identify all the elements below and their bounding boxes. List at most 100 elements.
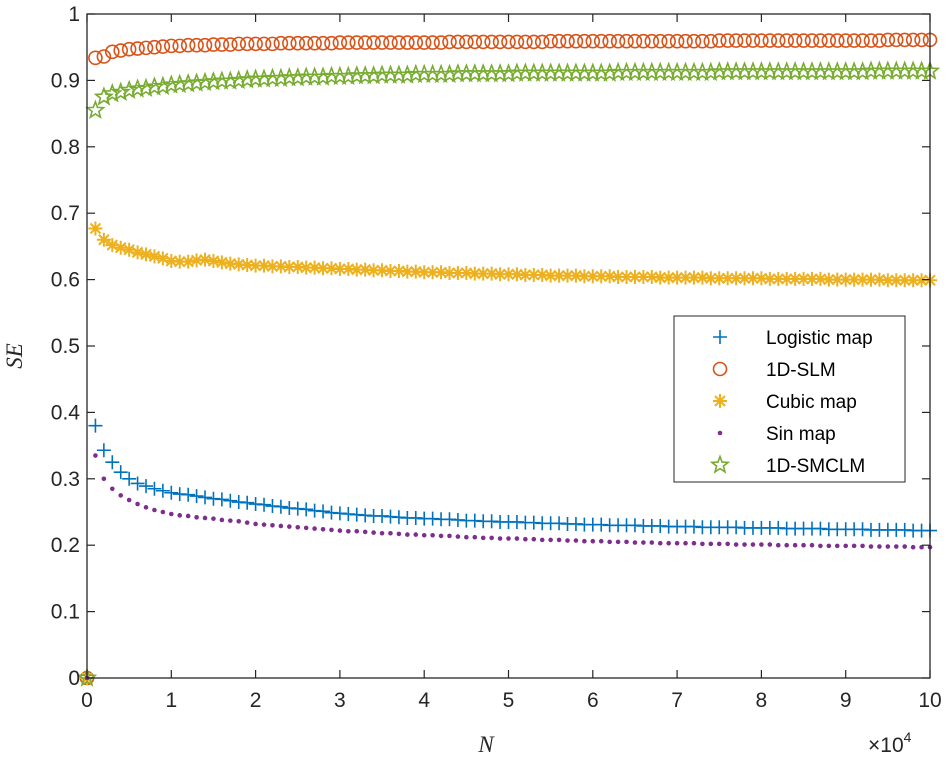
data-point xyxy=(417,265,432,280)
data-point xyxy=(139,247,154,262)
data-point xyxy=(110,81,131,102)
data-point xyxy=(273,499,288,514)
data-point xyxy=(181,487,196,502)
data-point xyxy=(910,544,916,550)
data-point xyxy=(400,35,415,50)
data-point xyxy=(143,505,149,510)
data-point xyxy=(459,34,474,50)
data-point xyxy=(813,33,828,48)
data-point xyxy=(860,543,865,549)
data-point xyxy=(425,265,440,280)
data-point xyxy=(130,245,145,260)
data-point xyxy=(122,242,137,257)
data-point xyxy=(88,418,103,433)
data-point xyxy=(214,492,229,507)
data-point xyxy=(585,33,601,49)
data-point xyxy=(214,255,229,270)
data-point xyxy=(273,35,289,51)
data-point xyxy=(265,259,280,274)
data-point xyxy=(177,513,183,518)
data-point xyxy=(379,530,385,536)
data-point xyxy=(189,37,204,53)
data-point xyxy=(164,485,179,500)
data-point xyxy=(501,267,516,282)
data-point xyxy=(577,269,592,284)
data-point xyxy=(416,35,432,50)
y-axis-label: SE xyxy=(2,343,27,369)
data-point xyxy=(397,64,418,84)
data-point xyxy=(447,533,452,539)
data-point xyxy=(712,271,727,286)
data-point xyxy=(523,536,528,542)
legend: Logistic map 1D-SLM Cubic map Sin map 1D-SMC… xyxy=(673,315,906,483)
legend-item: 1D-SMCLM xyxy=(709,454,865,477)
data-point xyxy=(809,542,815,548)
data-point xyxy=(405,532,410,537)
data-point xyxy=(396,531,402,537)
data-point xyxy=(762,271,777,286)
data-point xyxy=(88,221,103,236)
data-point xyxy=(838,33,854,48)
data-point xyxy=(96,49,112,64)
data-point xyxy=(649,540,655,545)
data-point xyxy=(518,34,533,50)
legend-item: Cubic map xyxy=(713,392,857,413)
data-point xyxy=(434,265,449,280)
data-point xyxy=(754,271,769,286)
data-point xyxy=(728,33,744,48)
data-point xyxy=(206,37,221,52)
data-point xyxy=(905,32,921,48)
data-point xyxy=(231,36,247,52)
data-point xyxy=(391,263,406,278)
data-point xyxy=(257,258,272,273)
legend-box xyxy=(673,315,906,483)
data-point xyxy=(312,66,334,86)
data-point xyxy=(299,260,314,275)
data-point xyxy=(526,267,541,282)
legend-label: Sin map xyxy=(766,424,836,445)
data-point xyxy=(695,33,710,49)
data-point xyxy=(113,465,128,480)
data-point xyxy=(821,272,836,287)
data-point xyxy=(307,260,322,275)
data-point xyxy=(641,540,646,545)
data-point xyxy=(509,34,525,50)
data-point xyxy=(745,33,761,48)
data-point xyxy=(135,501,140,507)
data-point xyxy=(119,79,140,100)
data-point xyxy=(506,536,511,541)
legend-label: 1D-SLM xyxy=(766,360,836,381)
data-point xyxy=(484,266,499,281)
data-point xyxy=(661,33,676,49)
data-point xyxy=(725,541,730,547)
data-point xyxy=(703,33,719,49)
data-point xyxy=(497,536,503,541)
x-tick-label: 3 xyxy=(334,689,346,712)
data-point xyxy=(257,497,272,512)
data-point xyxy=(796,271,811,286)
data-point xyxy=(278,523,284,529)
data-point xyxy=(118,493,124,498)
data-point xyxy=(644,269,659,284)
data-point xyxy=(627,33,643,49)
data-point xyxy=(464,534,469,540)
x-tick-label: 4 xyxy=(418,689,430,712)
data-point xyxy=(282,259,297,274)
data-point xyxy=(598,538,604,544)
data-point xyxy=(282,35,297,51)
data-point xyxy=(169,73,190,94)
data-point xyxy=(818,543,823,549)
data-point xyxy=(391,35,407,50)
data-point xyxy=(400,264,415,279)
data-point xyxy=(770,33,786,48)
data-point xyxy=(906,273,921,288)
data-point xyxy=(813,271,828,286)
data-point xyxy=(695,270,710,285)
data-point xyxy=(113,240,128,255)
data-point xyxy=(101,476,107,482)
data-point xyxy=(599,62,620,82)
data-marks xyxy=(76,32,941,687)
data-point xyxy=(198,252,213,267)
data-point xyxy=(194,71,216,92)
data-point xyxy=(155,251,170,266)
